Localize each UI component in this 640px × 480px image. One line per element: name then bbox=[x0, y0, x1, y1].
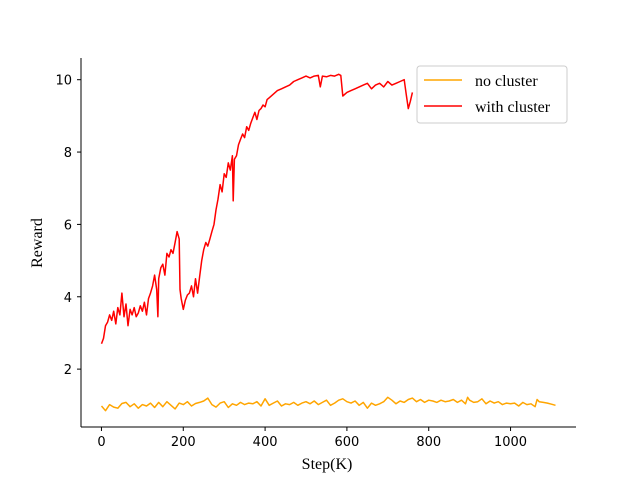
plot-area bbox=[100, 73, 556, 412]
y-tick-label: 4 bbox=[64, 291, 72, 306]
x-tick-label: 800 bbox=[416, 435, 441, 450]
x-tick-label: 600 bbox=[334, 435, 359, 450]
y-tick-label: 6 bbox=[64, 218, 72, 233]
axes bbox=[80, 58, 576, 428]
legend: no cluster with cluster bbox=[416, 65, 568, 124]
x-tick-label: 0 bbox=[97, 435, 105, 450]
y-tick-label: 2 bbox=[64, 363, 72, 378]
y-axis-title: Reward bbox=[29, 218, 46, 268]
series-line-no-cluster bbox=[100, 396, 556, 412]
x-tick-label: 1000 bbox=[494, 435, 527, 450]
y-tick-label: 10 bbox=[55, 74, 72, 89]
series-line-with-cluster bbox=[100, 73, 414, 345]
x-axis-title: Step(K) bbox=[302, 456, 353, 473]
x-tick-label: 200 bbox=[171, 435, 196, 450]
legend-label-with-cluster: with cluster bbox=[475, 99, 551, 116]
x-tick-label: 400 bbox=[253, 435, 278, 450]
y-tick-label: 8 bbox=[64, 146, 72, 161]
legend-label-no-cluster: no cluster bbox=[475, 73, 538, 90]
ticks: 0 200 400 600 800 1000 2 4 6 8 10 bbox=[55, 74, 527, 450]
